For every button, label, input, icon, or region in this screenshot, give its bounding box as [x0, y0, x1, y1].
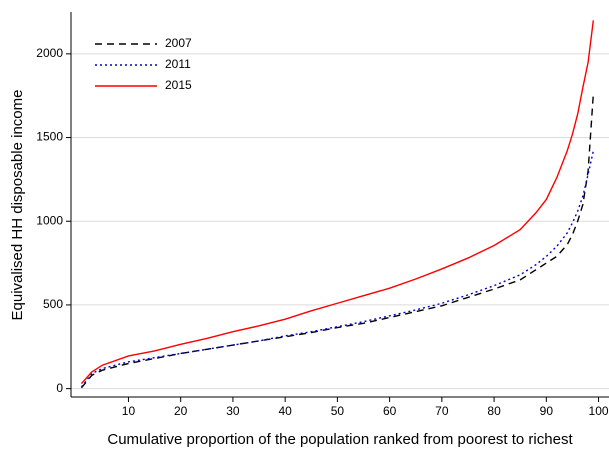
legend-label: 2015 — [165, 78, 192, 92]
y-axis-title: Equivalised HH disposable income — [9, 90, 26, 321]
x-tick-label: 10 — [122, 404, 136, 418]
y-tick-label: 2000 — [36, 46, 63, 60]
y-tick-label: 1000 — [36, 213, 63, 227]
y-tick-label: 0 — [56, 381, 63, 395]
x-tick-label: 80 — [487, 404, 501, 418]
x-tick-label: 30 — [226, 404, 240, 418]
x-tick-label: 90 — [540, 404, 554, 418]
x-tick-label: 50 — [331, 404, 345, 418]
y-tick-label: 500 — [43, 297, 63, 311]
x-tick-label: 70 — [435, 404, 449, 418]
series-line — [80, 20, 595, 385]
legend-label: 2007 — [165, 36, 192, 50]
series-line — [80, 150, 595, 388]
legend-label: 2011 — [165, 57, 191, 71]
x-tick-label: 40 — [278, 404, 292, 418]
series-line — [80, 93, 595, 389]
x-axis-title: Cumulative proportion of the population … — [107, 431, 573, 448]
y-tick-label: 1500 — [36, 130, 63, 144]
x-tick-label: 60 — [383, 404, 397, 418]
x-tick-label: 100 — [589, 404, 609, 418]
x-tick-label: 20 — [174, 404, 188, 418]
